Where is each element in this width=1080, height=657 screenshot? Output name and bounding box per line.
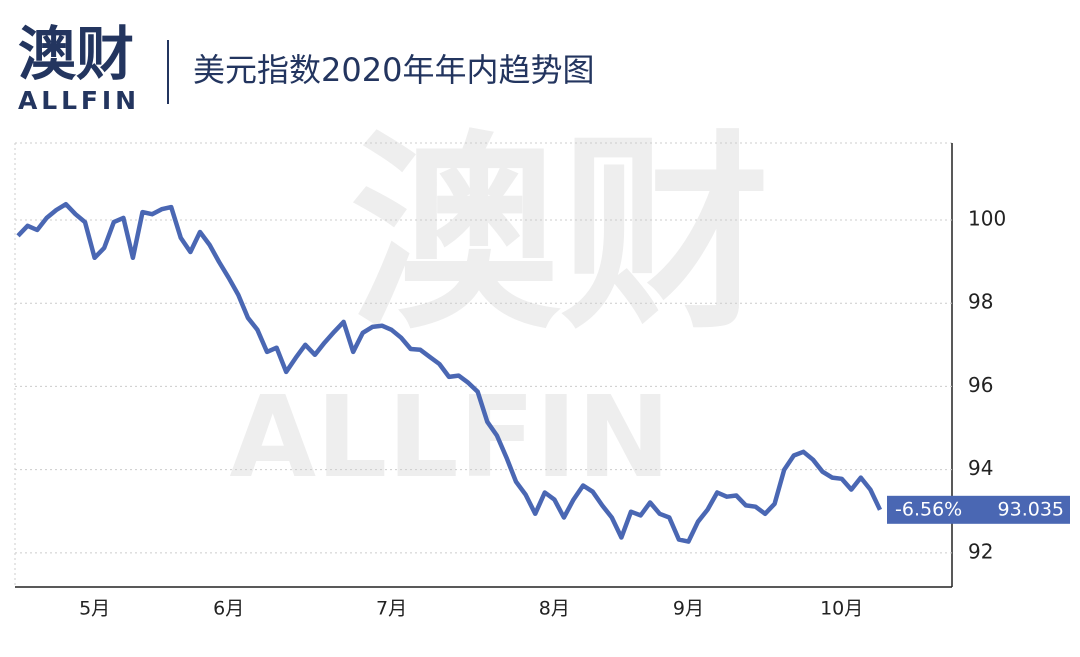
- y-tick-label: 94: [968, 456, 993, 480]
- y-tick-label: 96: [968, 373, 993, 397]
- chart-title: 美元指数2020年年内趋势图: [193, 51, 594, 89]
- x-tick-label: 6月: [213, 598, 244, 620]
- x-tick-label: 5月: [79, 598, 110, 620]
- x-tick-label: 10月: [820, 598, 863, 620]
- y-tick-label: 92: [968, 539, 993, 563]
- value-label-box: [887, 495, 1070, 524]
- y-tick-label: 100: [968, 206, 1006, 230]
- line: [16, 201, 883, 544]
- watermark-en: ALLFIN: [229, 373, 670, 503]
- y-tick-label: 98: [968, 290, 993, 314]
- x-tick-label: 8月: [539, 598, 570, 620]
- logo-en: ALLFIN: [18, 86, 136, 115]
- x-tick-label: 9月: [673, 598, 704, 620]
- x-tick-label: 7月: [376, 598, 407, 620]
- logo: 澳财: [18, 20, 134, 88]
- annotation: -6.56%: [895, 498, 962, 520]
- watermark: 澳财: [350, 113, 770, 358]
- value-label: 93.035: [998, 498, 1064, 520]
